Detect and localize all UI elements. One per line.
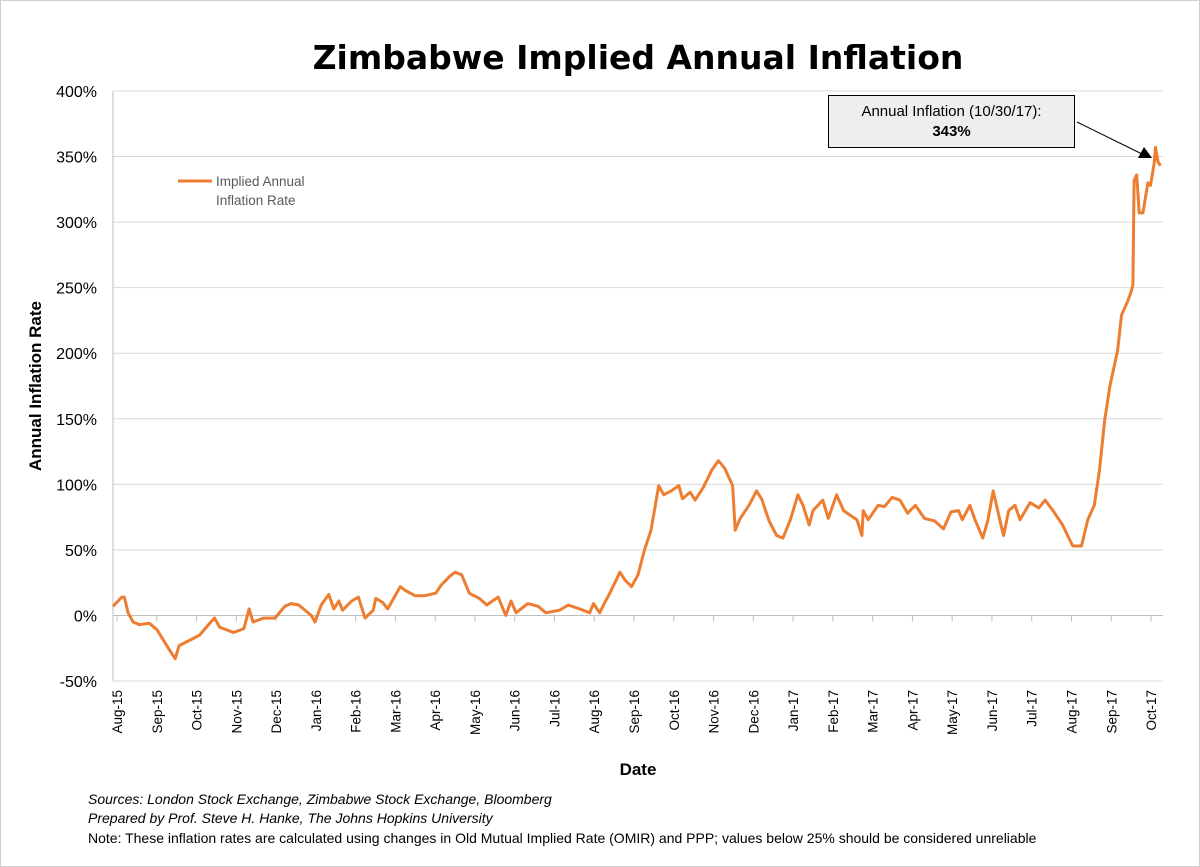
legend-label-line1: Implied Annual bbox=[216, 174, 305, 189]
x-tick-label: Feb-16 bbox=[349, 690, 364, 733]
x-axis-label: Date bbox=[620, 760, 657, 779]
y-tick-label: 250% bbox=[56, 281, 97, 298]
x-tick-label: Mar-17 bbox=[866, 690, 881, 733]
y-tick-label: 0% bbox=[74, 608, 97, 625]
y-tick-label: -50% bbox=[60, 674, 97, 691]
y-tick-label: 100% bbox=[56, 477, 97, 494]
x-tick-label: Jul-17 bbox=[1025, 690, 1040, 727]
x-tick-label: Dec-15 bbox=[269, 690, 284, 734]
x-tick-label: Jan-17 bbox=[786, 690, 801, 731]
x-tick-label: Apr-16 bbox=[428, 690, 443, 731]
x-tick-label: Feb-17 bbox=[826, 690, 841, 733]
gridlines bbox=[113, 90, 1163, 682]
x-tick-label: Aug-17 bbox=[1064, 690, 1079, 734]
legend-label-line2: Inflation Rate bbox=[216, 193, 296, 208]
annotation-arrow-line bbox=[1076, 121, 1143, 155]
reliability-note: Note: These inflation rates are calculat… bbox=[88, 830, 1037, 846]
x-tick-label: Aug-15 bbox=[110, 690, 125, 734]
y-tick-label: 50% bbox=[65, 543, 97, 560]
x-tick-label: Jul-16 bbox=[547, 690, 562, 727]
y-tick-label: 350% bbox=[56, 150, 97, 167]
annotation-label: Annual Inflation (10/30/17): bbox=[861, 103, 1042, 120]
x-tick-label: Apr-17 bbox=[905, 690, 920, 731]
x-tick-label: Nov-16 bbox=[707, 690, 722, 734]
sources-note: Sources: London Stock Exchange, Zimbabwe… bbox=[88, 791, 552, 807]
chart-title: Zimbabwe Implied Annual Inflation bbox=[313, 38, 964, 77]
legend: Implied Annual Inflation Rate bbox=[178, 174, 305, 208]
x-tick-label: May-17 bbox=[945, 690, 960, 735]
x-tick-label: Aug-16 bbox=[587, 690, 602, 734]
x-tick-label: Sep-15 bbox=[150, 690, 165, 734]
y-tick-label: 150% bbox=[56, 412, 97, 429]
y-tick-label: 400% bbox=[56, 84, 97, 101]
y-tick-label: 300% bbox=[56, 215, 97, 232]
x-tick-label: Sep-16 bbox=[627, 690, 642, 734]
y-tick-label: 200% bbox=[56, 346, 97, 363]
prepared-by-note: Prepared by Prof. Steve H. Hanke, The Jo… bbox=[88, 810, 493, 826]
x-tick-label: Dec-16 bbox=[746, 690, 761, 734]
x-tick-label: Jan-16 bbox=[309, 690, 324, 731]
x-tick-label: Jun-17 bbox=[985, 690, 1000, 731]
x-axis-ticks: Aug-15 Sep-15 Oct-15 Nov-15 Dec-15 Jan-16 Feb-… bbox=[110, 615, 1159, 735]
x-tick-label: Mar-16 bbox=[388, 690, 403, 733]
x-tick-label: Oct-17 bbox=[1144, 690, 1159, 731]
x-tick-label: Oct-16 bbox=[667, 690, 682, 731]
x-tick-label: Oct-15 bbox=[190, 690, 205, 731]
annotation-box: Annual Inflation (10/30/17): 343% bbox=[828, 95, 1075, 148]
x-tick-label: Sep-17 bbox=[1104, 690, 1119, 734]
x-tick-label: Jun-16 bbox=[508, 690, 523, 731]
series-line-implied-annual-inflation bbox=[111, 145, 1162, 661]
x-tick-label: May-16 bbox=[468, 690, 483, 735]
annotation-arrow-head bbox=[1138, 147, 1152, 158]
y-axis-label: Annual Inflation Rate bbox=[26, 301, 45, 471]
x-tick-label: Nov-15 bbox=[229, 690, 244, 734]
y-axis-ticks: -50% 0% 50% 100% 150% 200% 250% 300% 350% 400% bbox=[56, 84, 97, 691]
annotation-value: 343% bbox=[932, 123, 971, 140]
